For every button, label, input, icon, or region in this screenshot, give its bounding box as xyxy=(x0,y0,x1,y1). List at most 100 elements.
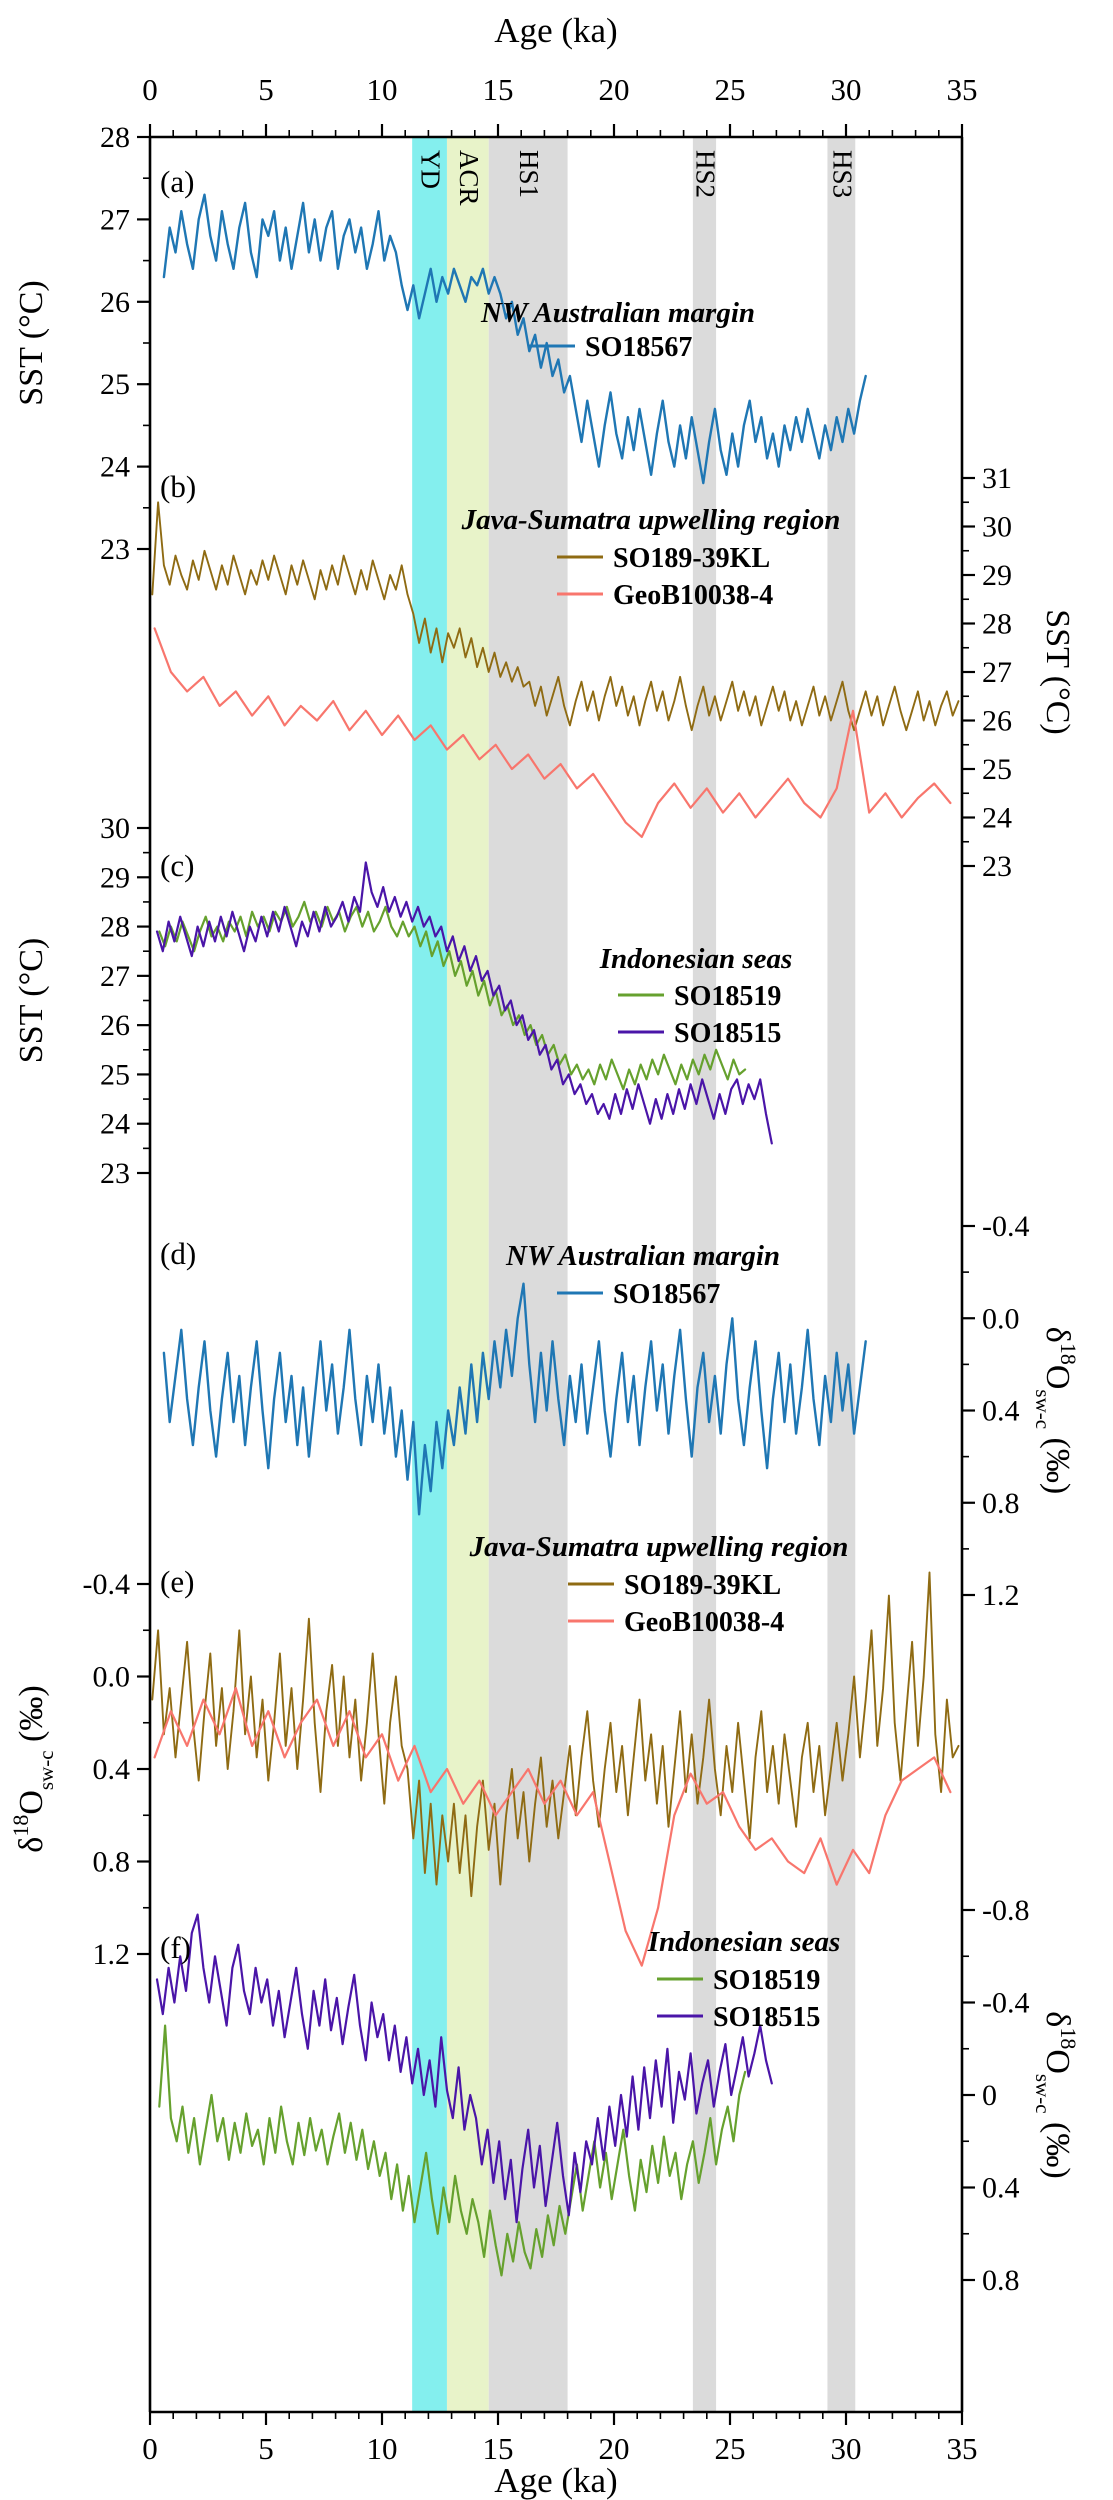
y-tick-label-e: 1.2 xyxy=(93,1938,131,1971)
legend-label-SO18515: SO18515 xyxy=(674,1018,781,1049)
region-label-b: Java-Sumatra upwelling region xyxy=(461,504,841,536)
series-SO189-39KL-panel-e xyxy=(151,1571,960,1898)
series-lines xyxy=(151,193,960,2277)
series-SO18567-panel-d xyxy=(162,1282,867,1516)
series-SO18515-panel-f xyxy=(155,1913,773,2224)
band-YD xyxy=(412,137,447,2412)
x-tick-label-top: 5 xyxy=(258,72,274,107)
band-HS3 xyxy=(827,137,856,2412)
y-tick-label-a: 24 xyxy=(100,451,130,484)
region-label-e: Java-Sumatra upwelling region xyxy=(469,1531,849,1563)
y-tick-label-c: 28 xyxy=(100,911,130,944)
y-axis-title-d: δ18Osw-c (‰) xyxy=(1031,1327,1081,1494)
series-GeoB10038-4-panel-b xyxy=(153,627,952,838)
y-tick-label-a: 23 xyxy=(100,533,130,566)
y-tick-label-f: 0.4 xyxy=(982,2172,1020,2205)
y-tick-label-e: -0.4 xyxy=(83,1568,131,1601)
series-SO18519-panel-f xyxy=(158,2024,747,2277)
y-tick-label-e: 0.4 xyxy=(93,1753,131,1786)
y-tick-label-f: -0.4 xyxy=(982,1987,1030,2020)
legend-label-GeoB10038-4: GeoB10038-4 xyxy=(624,1607,784,1638)
y-tick-label-b: 23 xyxy=(982,850,1012,883)
y-tick-label-c: 23 xyxy=(100,1157,130,1190)
y-tick-label-d: 1.2 xyxy=(982,1579,1020,1612)
panel-letter-b: (b) xyxy=(160,469,196,504)
region-label-f: Indonesian seas xyxy=(647,1926,841,1958)
band-label-ACR: ACR xyxy=(454,150,484,206)
x-tick-label-bottom: 10 xyxy=(367,2431,398,2466)
y-axis-title-b: SST (°C) xyxy=(1039,609,1076,734)
series-SO18515-panel-c xyxy=(155,861,773,1145)
x-tick-label-bottom: 5 xyxy=(258,2431,274,2466)
y-tick-label-c: 24 xyxy=(100,1108,130,1141)
y-tick-label-e: 0.8 xyxy=(93,1846,131,1879)
series-SO18567-panel-a xyxy=(162,193,867,485)
y-tick-label-b: 27 xyxy=(982,656,1012,689)
x-tick-label-bottom: 35 xyxy=(947,2431,978,2466)
y-tick-label-a: 26 xyxy=(100,286,130,319)
series-SO189-39KL-panel-b xyxy=(151,501,960,732)
panel-letter-c: (c) xyxy=(160,848,194,883)
panel-letter-a: (a) xyxy=(160,164,194,199)
region-label-a: NW Australian margin xyxy=(480,297,755,329)
x-tick-label-top: 30 xyxy=(831,72,862,107)
y-tick-label-b: 24 xyxy=(982,802,1012,835)
x-tick-label-top: 25 xyxy=(715,72,746,107)
y-tick-label-c: 25 xyxy=(100,1058,130,1091)
y-tick-label-a: 27 xyxy=(100,203,130,236)
band-ACR xyxy=(446,137,489,2412)
x-tick-label-top: 10 xyxy=(367,72,398,107)
band-HS1 xyxy=(488,137,568,2412)
legend-label-SO18519: SO18519 xyxy=(713,1965,820,1996)
y-tick-label-f: 0 xyxy=(982,2079,997,2112)
y-tick-label-f: 0.8 xyxy=(982,2264,1020,2297)
legend-label-SO18515: SO18515 xyxy=(713,2002,820,2033)
y-tick-label-d: 0.0 xyxy=(982,1302,1020,1335)
y-tick-label-f: -0.8 xyxy=(982,1894,1030,1927)
region-label-c: Indonesian seas xyxy=(599,943,793,975)
y-tick-label-b: 28 xyxy=(982,608,1012,641)
legend-label-SO18567: SO18567 xyxy=(585,332,692,363)
y-axis-title-c: SST (°C) xyxy=(13,938,50,1063)
x-tick-label-bottom: 25 xyxy=(715,2431,746,2466)
legend-label-SO18519: SO18519 xyxy=(674,981,781,1012)
y-tick-label-a: 25 xyxy=(100,368,130,401)
y-tick-label-b: 31 xyxy=(982,462,1012,495)
y-tick-label-d: -0.4 xyxy=(982,1210,1030,1243)
band-HS2 xyxy=(692,137,717,2412)
panel-letter-d: (d) xyxy=(160,1236,196,1271)
x-tick-label-bottom: 20 xyxy=(599,2431,630,2466)
band-label-YD: YD xyxy=(416,150,446,189)
x-tick-label-top: 15 xyxy=(483,72,514,107)
legend-label-SO189-39KL: SO189-39KL xyxy=(624,1570,781,1601)
x-axis-title-bottom: Age (ka) xyxy=(494,2461,617,2500)
series-GeoB10038-4-panel-e xyxy=(153,1687,952,1967)
legend-label-SO189-39KL: SO189-39KL xyxy=(613,543,770,574)
y-tick-label-a: 28 xyxy=(100,121,130,154)
y-tick-label-c: 26 xyxy=(100,1009,130,1042)
axes xyxy=(137,124,975,2425)
y-tick-label-b: 30 xyxy=(982,511,1012,544)
stadial-bands xyxy=(412,137,856,2412)
band-label-HS2: HS2 xyxy=(690,150,720,198)
x-tick-label-bottom: 15 xyxy=(483,2431,514,2466)
band-label-HS3: HS3 xyxy=(827,150,857,198)
y-tick-label-e: 0.0 xyxy=(93,1661,131,1694)
panel-letter-e: (e) xyxy=(160,1564,194,1599)
x-tick-label-top: 20 xyxy=(599,72,630,107)
x-tick-label-bottom: 30 xyxy=(831,2431,862,2466)
y-tick-label-c: 30 xyxy=(100,812,130,845)
x-tick-label-top: 0 xyxy=(142,72,158,107)
y-tick-label-c: 27 xyxy=(100,960,130,993)
x-tick-label-top: 35 xyxy=(947,72,978,107)
series-SO18519-panel-c xyxy=(158,900,747,1091)
y-tick-label-b: 29 xyxy=(982,559,1012,592)
panel-letter-f: (f) xyxy=(160,1930,191,1965)
y-tick-label-b: 26 xyxy=(982,705,1012,738)
band-label-HS1: HS1 xyxy=(514,150,544,198)
x-axis-title-top: Age (ka) xyxy=(494,11,617,50)
legend-label-SO18567: SO18567 xyxy=(613,1279,720,1310)
legend-label-GeoB10038-4: GeoB10038-4 xyxy=(613,580,773,611)
